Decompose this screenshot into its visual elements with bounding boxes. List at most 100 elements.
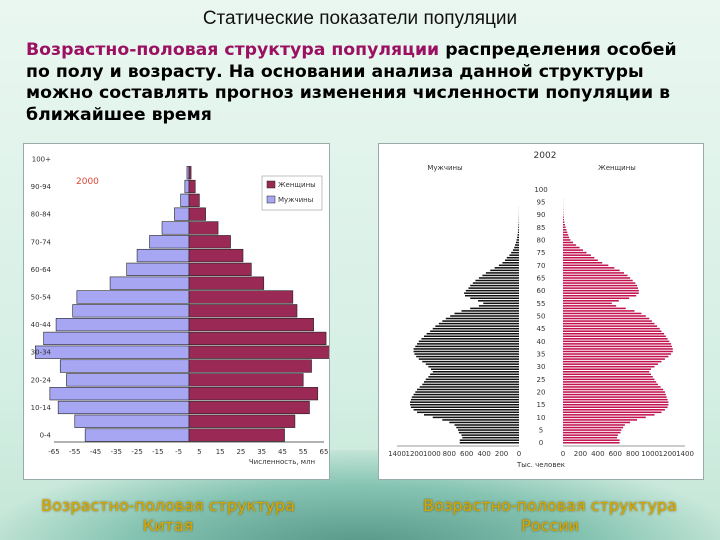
male-bar-age-16: [410, 401, 519, 403]
female-bar-age-73: [563, 256, 595, 259]
male-bar-age-86: [518, 223, 519, 226]
female-bar-age-62: [563, 284, 638, 287]
lead-text: распределения особей по полу и возрасту.…: [26, 40, 677, 125]
female-bar-50-54: [188, 290, 294, 304]
female-bar-age-46: [563, 325, 658, 327]
male-bar-age-22: [419, 386, 519, 388]
male-bar-age-30: [428, 365, 519, 368]
female-bar-40-44: [188, 318, 314, 332]
female-bar-age-65: [563, 277, 631, 279]
male-bar-age-76: [512, 249, 519, 251]
russia-x-tick-label: 600: [609, 450, 622, 458]
female-bar-45-49: [188, 304, 298, 318]
female-bar-age-12: [563, 411, 662, 414]
male-bar-age-7: [454, 424, 519, 426]
russia-x-tick-label: 800: [443, 450, 456, 458]
male-bar-age-0: [459, 441, 519, 444]
lead-highlight: Возрастно-половая структура популяции: [26, 40, 440, 60]
china-x-tick-label: 65: [320, 448, 329, 456]
male-bar-90-94: [184, 179, 190, 194]
legend-swatch-male: [266, 195, 276, 204]
russia-chart-panel: 0 5 10 15 20 25 30 35 40 45 50 55 60 65 70 75 80 85 90 95 10…: [378, 143, 704, 480]
russia-age-label: 40: [537, 338, 546, 346]
female-bar-age-43: [563, 332, 665, 335]
female-bar-age-20: [563, 391, 665, 393]
male-bar-age-70: [498, 264, 519, 267]
female-bar-age-21: [563, 388, 664, 391]
male-bar-age-74: [509, 254, 519, 256]
china-y-tick-label: 50-54: [31, 294, 52, 302]
male-bar-age-31: [425, 363, 519, 365]
male-bar-age-8: [449, 421, 519, 424]
china-year-label: 2000: [76, 177, 99, 187]
china-x-tick-label: -55: [69, 448, 80, 456]
male-bar-age-51: [454, 312, 519, 315]
female-bar-5-9: [188, 414, 296, 428]
female-bar-age-71: [563, 262, 603, 264]
female-bar-80-84: [188, 207, 206, 221]
russia-x-tick-label: 1000: [423, 450, 441, 458]
china-y-tick-label: 60-64: [31, 266, 52, 274]
female-bar-age-68: [563, 269, 620, 272]
female-bar-age-37: [563, 348, 673, 350]
male-bar-age-50: [450, 315, 519, 317]
female-bar-age-26: [563, 376, 653, 378]
male-bar-age-45: [432, 327, 519, 330]
female-bar-60-64: [188, 262, 252, 276]
female-bar-age-14: [563, 406, 668, 409]
female-bar-age-9: [563, 419, 638, 421]
female-bar-age-2: [563, 436, 618, 439]
male-bar-age-72: [505, 259, 519, 262]
female-bar-age-19: [563, 393, 666, 396]
russia-age-label: 15: [537, 401, 546, 409]
female-bar-age-47: [563, 322, 655, 325]
slide-title: Статические показатели популяции: [202, 8, 518, 29]
female-bar-age-57: [563, 297, 630, 300]
female-bar-age-4: [563, 431, 621, 434]
male-bar-age-55: [483, 302, 519, 305]
male-bar-age-19: [413, 393, 519, 396]
china-x-tick-label: 25: [236, 448, 245, 456]
female-bar-age-51: [563, 312, 642, 315]
male-bar-age-20: [415, 391, 519, 393]
china-caption: Возрастно-половая структура Китая: [41, 496, 295, 535]
male-bar-85-89: [180, 193, 190, 207]
male-bar-45-49: [72, 304, 190, 318]
male-bar-age-82: [517, 234, 519, 236]
male-bar-age-67: [485, 272, 519, 274]
female-bar-age-86: [563, 223, 565, 226]
russia-x-tick-label: 0: [561, 450, 565, 458]
female-bar-age-48: [563, 320, 652, 322]
female-bar-age-78: [563, 244, 577, 246]
male-bar-age-62: [470, 284, 519, 287]
russia-age-label: 30: [537, 363, 546, 371]
male-bar-age-63: [472, 282, 519, 284]
russia-x-tick-label: 600: [460, 450, 473, 458]
male-bar-age-79: [515, 241, 519, 244]
china-x-tick-label: -25: [131, 448, 142, 456]
female-bar-age-84: [563, 229, 567, 231]
china-x-tick-label: -45: [90, 448, 101, 456]
male-bar-age-37: [413, 348, 519, 350]
male-bar-15-19: [49, 387, 190, 401]
female-bar-age-18: [563, 396, 667, 398]
russia-age-label: 45: [537, 325, 546, 333]
female-bar-age-81: [563, 236, 570, 239]
russia-age-label: 5: [539, 427, 543, 435]
china-x-tick-label: 55: [299, 448, 308, 456]
male-bar-age-11: [424, 414, 519, 416]
male-bar-age-66: [482, 274, 519, 277]
female-bar-age-29: [563, 368, 652, 370]
male-bar-age-33: [418, 358, 519, 360]
female-bar-age-83: [563, 231, 568, 234]
female-bar-age-45: [563, 327, 660, 330]
china-y-tick-label: 10-14: [31, 404, 52, 412]
female-bar-age-30: [563, 365, 655, 368]
male-bar-age-41: [421, 338, 519, 340]
russia-x-axis-note: Тыс. человек: [516, 461, 565, 469]
russia-age-label: 80: [537, 236, 546, 244]
male-bar-age-26: [428, 376, 519, 378]
china-x-tick-label: -35: [111, 448, 122, 456]
female-bar-age-88: [563, 218, 564, 221]
russia-x-tick-label: 1200: [406, 450, 424, 458]
